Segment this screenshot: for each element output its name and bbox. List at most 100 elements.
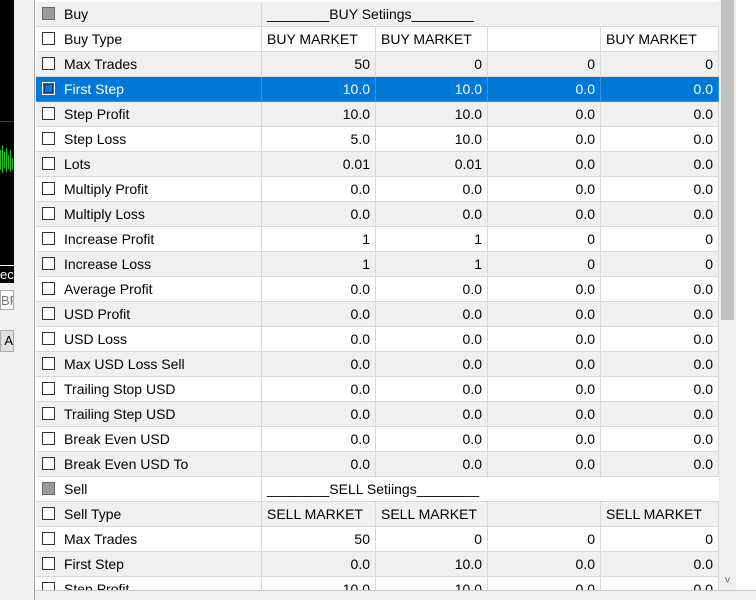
value-cell[interactable]: 0.01 [376,152,488,177]
value-cell[interactable]: 0.0 [262,377,376,402]
vertical-scrollbar[interactable]: ˅ [719,0,736,590]
value-cell[interactable]: 0.0 [376,202,488,227]
value-cell[interactable]: 0.0 [376,402,488,427]
value-cell[interactable]: 0.0 [601,152,719,177]
value-cell[interactable]: 0.0 [488,552,601,577]
table-row[interactable]: USD Loss 0.0 0.0 0.0 0.0 [36,327,719,352]
row-checkbox[interactable] [42,7,55,20]
value-cell[interactable]: 10.0 [376,127,488,152]
value-cell[interactable]: 0.0 [262,327,376,352]
table-row[interactable]: Trailing Step USD 0.0 0.0 0.0 0.0 [36,402,719,427]
row-checkbox[interactable] [42,107,55,120]
value-cell[interactable]: 10.0 [376,552,488,577]
value-cell[interactable]: 0.0 [601,427,719,452]
value-cell[interactable]: 10.0 [376,102,488,127]
value-cell[interactable]: 0 [376,52,488,77]
row-checkbox[interactable] [42,457,55,470]
value-cell[interactable]: BUY MARKET [601,27,719,52]
row-checkbox[interactable] [42,82,55,95]
value-cell[interactable]: 0.0 [488,452,601,477]
value-cell[interactable]: 0.0 [601,402,719,427]
table-row[interactable]: Break Even USD To 0.0 0.0 0.0 0.0 [36,452,719,477]
value-cell[interactable]: 0.0 [262,427,376,452]
row-checkbox[interactable] [42,207,55,220]
scrollbar-thumb[interactable] [721,0,734,320]
table-row[interactable]: Multiply Loss 0.0 0.0 0.0 0.0 [36,202,719,227]
value-cell[interactable]: 0.0 [601,302,719,327]
value-cell[interactable]: 0.0 [488,277,601,302]
value-cell[interactable]: 0 [601,252,719,277]
value-cell[interactable]: 0.0 [376,302,488,327]
value-cell[interactable]: 0 [488,52,601,77]
value-cell[interactable]: 5.0 [262,127,376,152]
row-checkbox[interactable] [42,432,55,445]
value-cell[interactable]: 0 [488,252,601,277]
table-row[interactable]: First Step 10.0 10.0 0.0 0.0 [36,77,719,102]
value-cell[interactable]: 0.0 [601,202,719,227]
value-cell[interactable]: 0.0 [376,277,488,302]
row-checkbox[interactable] [42,182,55,195]
value-cell[interactable]: 0.0 [488,127,601,152]
value-cell[interactable]: 0.0 [488,352,601,377]
value-cell[interactable]: 0.0 [376,177,488,202]
value-cell[interactable]: 0 [601,227,719,252]
value-cell[interactable]: 0.0 [262,452,376,477]
table-row[interactable]: First Step 0.0 10.0 0.0 0.0 [36,552,719,577]
background-field[interactable]: BF [0,290,14,310]
value-cell[interactable]: 0.0 [376,377,488,402]
value-cell[interactable]: 0.0 [376,427,488,452]
value-cell[interactable]: 10.0 [262,77,376,102]
value-cell[interactable]: 0.0 [488,427,601,452]
row-checkbox[interactable] [42,407,55,420]
value-cell[interactable] [488,502,601,527]
value-cell[interactable]: 0 [488,527,601,552]
value-cell[interactable]: 0.0 [488,102,601,127]
value-cell[interactable] [488,27,601,52]
row-checkbox[interactable] [42,382,55,395]
value-cell[interactable]: 0.0 [601,452,719,477]
table-row[interactable]: Increase Profit 1 1 0 0 [36,227,719,252]
value-cell[interactable]: 0.0 [488,327,601,352]
value-cell[interactable]: 0.0 [488,402,601,427]
value-cell[interactable]: 50 [262,527,376,552]
value-cell[interactable]: SELL MARKET [262,502,376,527]
value-cell[interactable]: 0.0 [262,277,376,302]
table-row[interactable]: Trailing Stop USD 0.0 0.0 0.0 0.0 [36,377,719,402]
value-cell[interactable]: SELL MARKET [376,502,488,527]
row-checkbox[interactable] [42,532,55,545]
row-checkbox[interactable] [42,332,55,345]
value-cell[interactable]: 0.01 [262,152,376,177]
value-cell[interactable]: 0.0 [376,327,488,352]
value-cell[interactable]: 0.0 [601,377,719,402]
value-cell[interactable]: 0 [376,527,488,552]
value-cell[interactable]: 0.0 [262,352,376,377]
value-cell[interactable]: 0.0 [601,277,719,302]
value-cell[interactable]: 1 [376,227,488,252]
value-cell[interactable]: SELL MARKET [601,502,719,527]
value-cell[interactable]: 0.0 [488,202,601,227]
group-row[interactable]: Sell ________SELL Setiings________ [36,477,719,502]
table-row[interactable]: Max Trades 50 0 0 0 [36,527,719,552]
value-cell[interactable]: BUY MARKET [376,27,488,52]
row-checkbox[interactable] [42,57,55,70]
table-row[interactable]: Increase Loss 1 1 0 0 [36,252,719,277]
table-row[interactable]: Break Even USD 0.0 0.0 0.0 0.0 [36,427,719,452]
row-checkbox[interactable] [42,232,55,245]
settings-grid[interactable]: Buy ________BUY Setiings________ Buy Type B… [34,0,756,600]
table-row[interactable]: Step Profit 10.0 10.0 0.0 0.0 [36,102,719,127]
value-cell[interactable]: 0.0 [262,177,376,202]
value-cell[interactable]: 0.0 [488,77,601,102]
row-checkbox[interactable] [42,157,55,170]
row-checkbox[interactable] [42,507,55,520]
value-cell[interactable]: BUY MARKET [262,27,376,52]
value-cell[interactable]: 0.0 [488,177,601,202]
value-cell[interactable]: 0.0 [601,352,719,377]
value-cell[interactable]: 0 [488,227,601,252]
group-row[interactable]: Buy ________BUY Setiings________ [36,2,719,27]
row-checkbox[interactable] [42,557,55,570]
row-checkbox[interactable] [42,132,55,145]
value-cell[interactable]: 0.0 [376,452,488,477]
row-checkbox[interactable] [42,257,55,270]
table-row[interactable]: Average Profit 0.0 0.0 0.0 0.0 [36,277,719,302]
row-checkbox[interactable] [42,357,55,370]
